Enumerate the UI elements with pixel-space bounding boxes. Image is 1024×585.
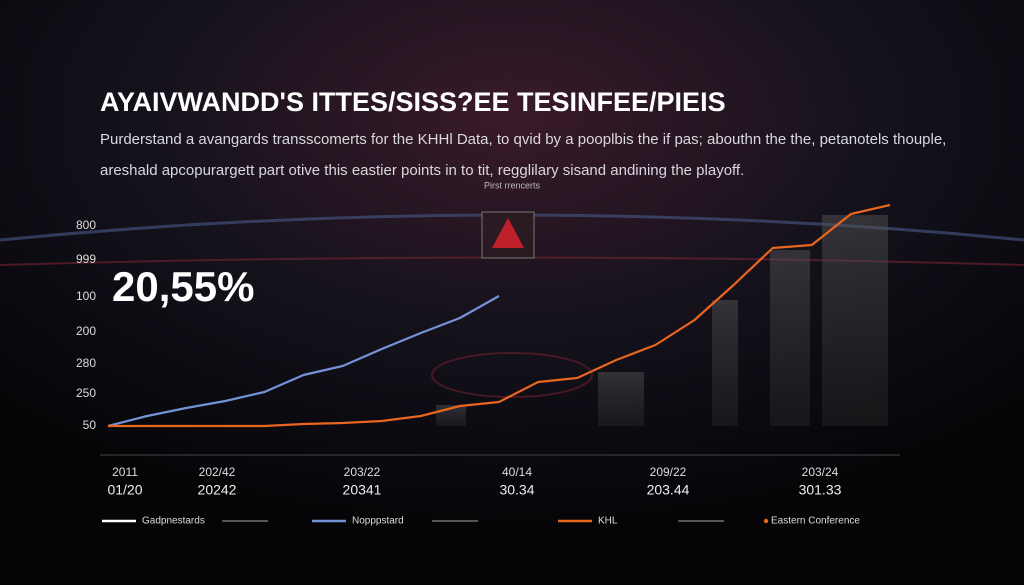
legend-label: Eastern Conference: [771, 516, 860, 527]
series-line: [107, 295, 500, 428]
y-tick-label: 999: [76, 252, 96, 266]
column: [598, 372, 644, 426]
column: [712, 300, 738, 426]
x-tick-label: 301.33: [799, 482, 842, 498]
logo-mark: [492, 218, 524, 248]
x-tick-label: 209/22: [650, 465, 687, 479]
x-tick-label: 2011: [112, 465, 138, 479]
legend-swatch: [763, 518, 769, 524]
y-tick-label: 50: [83, 418, 97, 432]
legend-label: Gadpnestards: [142, 516, 205, 527]
y-tick-label: 100: [76, 289, 96, 303]
y-tick-label: 800: [76, 218, 96, 232]
x-tick-label: 203/22: [344, 465, 381, 479]
x-tick-label: 40/14: [502, 465, 532, 479]
y-tick-label: 200: [76, 324, 96, 338]
y-tick-label: 280: [76, 356, 96, 370]
column: [822, 215, 888, 426]
legend-label: Nopppstard: [352, 516, 404, 527]
x-tick-label: 203.44: [647, 482, 690, 498]
x-tick-label: 20242: [198, 482, 237, 498]
column: [770, 250, 810, 426]
background-columns: [436, 215, 888, 426]
legend-label: KHL: [598, 516, 618, 527]
x-tick-label: 202/42: [199, 465, 236, 479]
x-tick-label: 20341: [343, 482, 382, 498]
y-tick-label: 250: [76, 386, 96, 400]
chart-title: AYAIVWANDD'S ITTES/SISS?EE TESINFEE/PIEI…: [100, 87, 726, 117]
x-tick-label: 30.34: [499, 482, 534, 498]
annotation: 20,55%: [112, 263, 254, 310]
center-circle: [431, 352, 593, 398]
x-tick-label: 01/20: [107, 482, 142, 498]
subtitle: Purderstand a avangards transscomerts fo…: [100, 131, 946, 148]
series-line: [108, 203, 891, 428]
caption: Pirst rrencerts: [484, 180, 541, 190]
subtitle: areshald apcopurargett part otive this e…: [100, 162, 744, 179]
x-tick-label: 203/24: [802, 465, 839, 479]
